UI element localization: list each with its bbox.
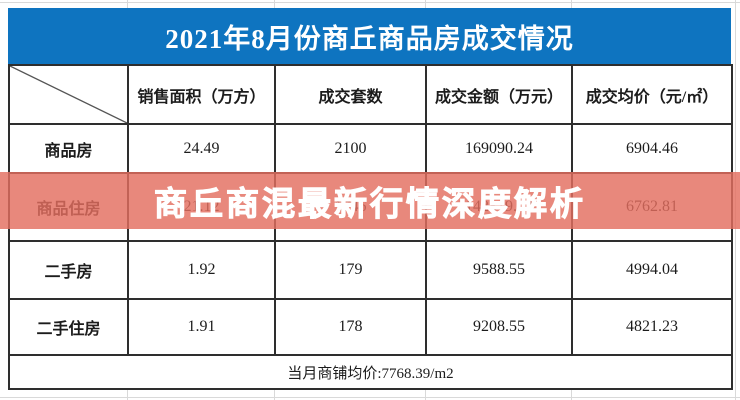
- cell-avg-price: 4821.23: [571, 298, 733, 356]
- cell-amount: 169090.24: [425, 123, 573, 174]
- cell-avg-price: 4994.04: [571, 240, 733, 300]
- corner-diagonal-cell: [8, 64, 129, 125]
- sheet-gridline: [0, 397, 740, 398]
- table-footer-row: 当月商铺均价:7768.39/m2: [8, 354, 733, 390]
- cell-units: 178: [274, 298, 427, 356]
- report-title-bar: 2021年8月份商丘商品房成交情况: [8, 8, 731, 64]
- report-title: 2021年8月份商丘商品房成交情况: [165, 23, 574, 54]
- sheet-gridline: [0, 2, 740, 3]
- row-label: 二手房: [8, 240, 129, 300]
- cell-amount: 9208.55: [425, 298, 573, 356]
- row-label: 二手住房: [8, 298, 129, 356]
- diagonal-line: [10, 66, 127, 123]
- shop-avg-price-note: 当月商铺均价:7768.39/m2: [8, 354, 733, 390]
- row-label: 商品房: [8, 123, 129, 174]
- column-header-amount: 成交金额（万元）: [425, 64, 573, 125]
- cell-amount: 9588.55: [425, 240, 573, 300]
- watermark-banner: 商丘商混最新行情深度解析: [0, 172, 740, 229]
- cell-units: 2100: [274, 123, 427, 174]
- table-row: 商品房 24.49 2100 169090.24 6904.46: [8, 123, 733, 174]
- column-header-units: 成交套数: [274, 64, 427, 125]
- watermark-text: 商丘商混最新行情深度解析: [154, 184, 586, 222]
- cell-units: 179: [274, 240, 427, 300]
- table-row: 二手住房 1.91 178 9208.55 4821.23: [8, 298, 733, 356]
- column-header-avg-price: 成交均价（元/㎡）: [571, 64, 733, 125]
- table-row: 二手房 1.92 179 9588.55 4994.04: [8, 240, 733, 300]
- column-header-area: 销售面积（万方）: [127, 64, 276, 125]
- cell-avg-price: 6904.46: [571, 123, 733, 174]
- cell-area: 24.49: [127, 123, 276, 174]
- cell-area: 1.91: [127, 298, 276, 356]
- cell-area: 1.92: [127, 240, 276, 300]
